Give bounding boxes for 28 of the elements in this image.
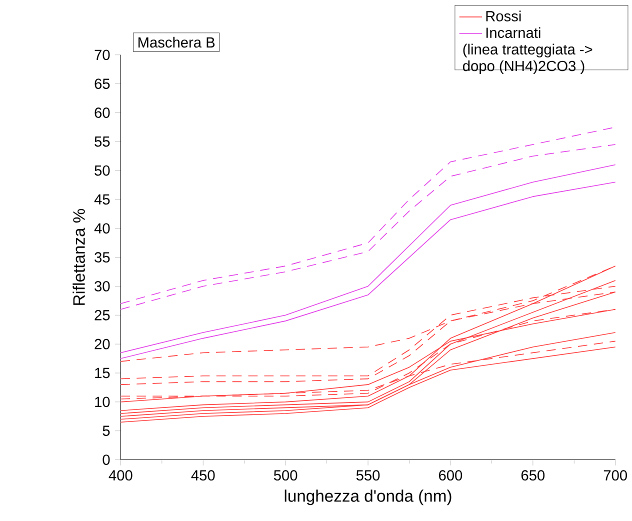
y-tick-label: 35 — [94, 252, 110, 263]
text: Maschera B — [138, 37, 215, 48]
y-tick-label: 30 — [94, 281, 110, 292]
y-tick-label: 0 — [102, 454, 110, 466]
x-axis-title: lunghezza d'onda (nm) — [284, 490, 452, 506]
y-tick-label: 20 — [94, 339, 110, 350]
y-tick-label: 15 — [95, 368, 110, 378]
y-tick-label: 55 — [94, 136, 110, 147]
y-tick-label: 10 — [95, 396, 110, 408]
legend-label: Incarnati — [486, 27, 540, 38]
x-tick-label: 550 — [356, 470, 380, 481]
y-tick-label: 50 — [94, 166, 110, 176]
x-tick-label: 700 — [604, 470, 627, 481]
y-tick-label: 40 — [94, 223, 110, 234]
x-tick-label: 650 — [521, 470, 545, 481]
x-tick-label: 450 — [191, 470, 215, 481]
legend-label: Rossi — [486, 10, 521, 22]
x-tick-label: 600 — [439, 470, 462, 481]
y-axis-title: Riflettanza % — [72, 209, 85, 306]
x-tick-label: 400 — [108, 470, 132, 481]
y-tick-label: 5 — [102, 426, 110, 436]
y-tick-label: 60 — [94, 108, 110, 118]
y-tick-label: 45 — [94, 194, 110, 205]
y-tick-label: 70 — [94, 50, 110, 60]
annotation: (linea tratteggiata -> dopo (NH4)2CO3 ) — [463, 44, 592, 74]
y-tick-label: 65 — [94, 78, 110, 90]
x-tick-label: 500 — [274, 470, 298, 481]
y-tick-label: 25 — [94, 310, 110, 321]
